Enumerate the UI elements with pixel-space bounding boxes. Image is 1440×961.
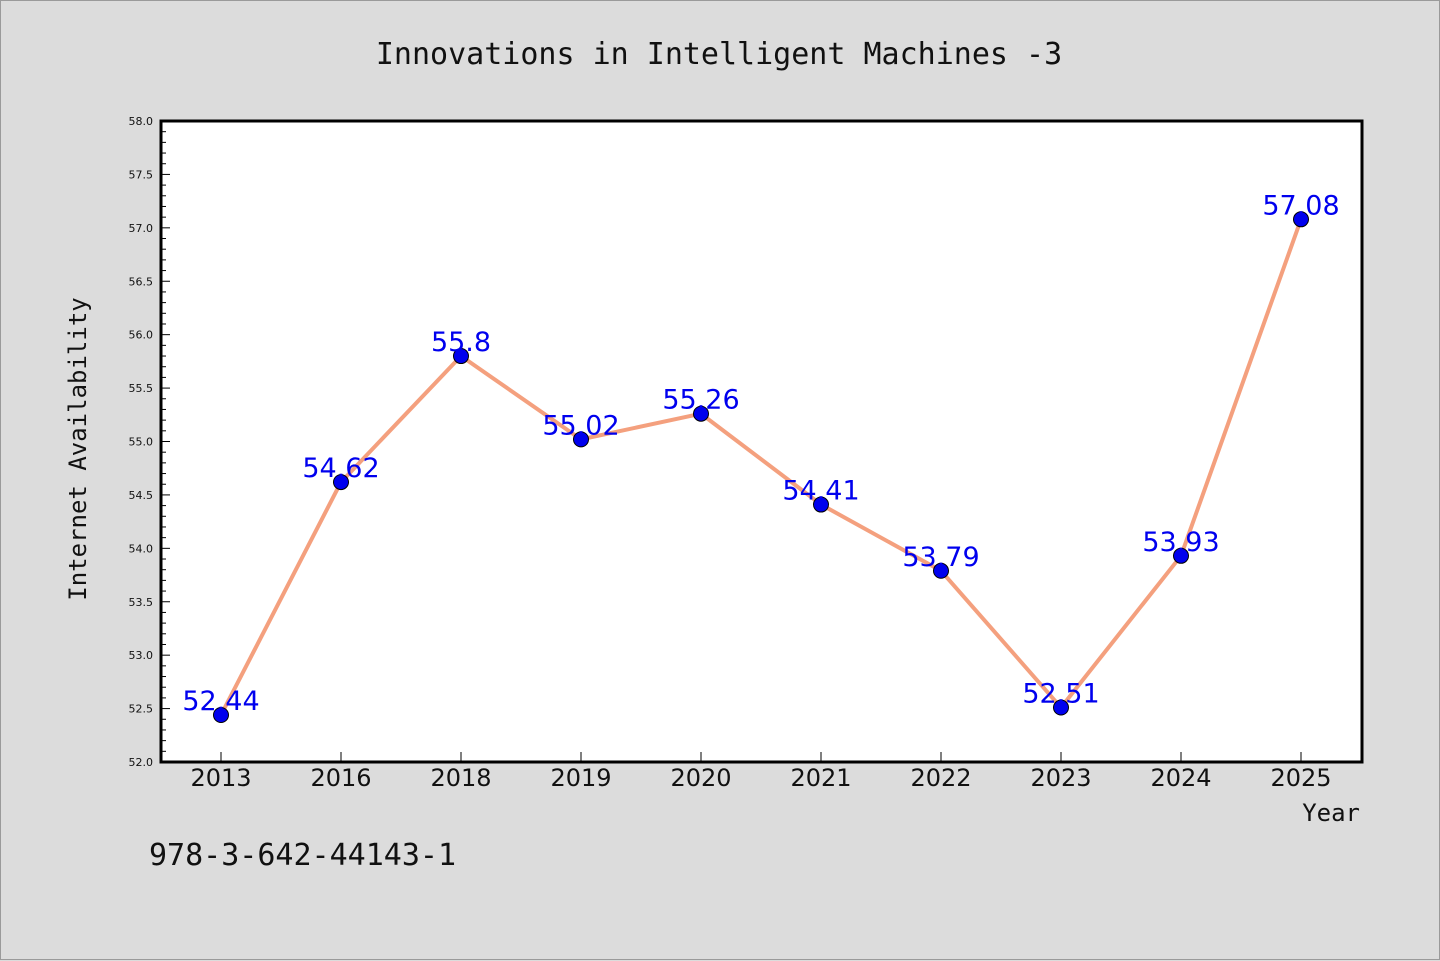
- y-axis-ticks: 52.0 52.5 53.0 53.5 54.0 54.5 55.0 55.5 56.0 56.5…: [129, 115, 170, 769]
- y-tick-label: 56.0: [129, 329, 154, 342]
- x-tick-label: 2016: [310, 764, 371, 792]
- data-point: [693, 405, 709, 422]
- x-axis-ticks: 2013 2016 2018 2019 2020 2021 2022 2023 2024 2025: [190, 752, 1332, 792]
- data-point: [213, 706, 229, 723]
- data-point: [813, 496, 829, 513]
- data-point: [453, 348, 469, 365]
- data-label: 57.08: [1262, 190, 1339, 221]
- y-tick-label: 53.5: [129, 596, 154, 609]
- y-tick-label: 55.0: [129, 436, 154, 449]
- plot-area: [161, 121, 1362, 762]
- x-tick-label: 2021: [790, 764, 851, 792]
- data-point: [573, 431, 589, 448]
- data-label: 54.62: [302, 453, 379, 484]
- x-axis-label: Year: [1302, 799, 1360, 827]
- y-tick-label: 53.0: [129, 649, 154, 662]
- y-tick-label: 52.0: [129, 756, 154, 769]
- data-point: [333, 474, 349, 491]
- footer-text: 978-3-642-44143-1: [149, 838, 456, 873]
- data-point: [1053, 699, 1069, 716]
- y-tick-label: 54.0: [129, 542, 154, 555]
- data-label: 53.93: [1142, 527, 1219, 558]
- x-tick-label: 2018: [430, 764, 491, 792]
- chart-title: Innovations in Intelligent Machines -3: [376, 37, 1062, 72]
- x-tick-label: 2023: [1030, 764, 1091, 792]
- y-tick-label: 56.5: [129, 275, 154, 288]
- data-label: 52.44: [182, 686, 259, 717]
- y-tick-label: 52.5: [129, 703, 154, 716]
- y-tick-label: 58.0: [129, 115, 154, 128]
- y-tick-label: 55.5: [129, 382, 154, 395]
- y-tick-label: 57.5: [129, 168, 154, 181]
- x-tick-label: 2022: [910, 764, 971, 792]
- y-axis-label: Internet Availability: [64, 297, 92, 600]
- x-tick-label: 2024: [1150, 764, 1211, 792]
- series-line: [219, 218, 1303, 716]
- y-tick-label: 57.0: [129, 222, 154, 235]
- data-point: [933, 562, 949, 579]
- plot-border: [159, 119, 1364, 764]
- x-tick-label: 2020: [670, 764, 731, 792]
- data-label: 55.02: [542, 410, 619, 441]
- data-label: 55.8: [431, 327, 491, 358]
- data-label: 53.79: [902, 542, 979, 573]
- data-label: 52.51: [1022, 679, 1099, 710]
- x-tick-label: 2025: [1270, 764, 1331, 792]
- data-label: 55.26: [662, 385, 739, 416]
- y-tick-label: 54.5: [129, 489, 154, 502]
- x-tick-label: 2019: [550, 764, 611, 792]
- data-point: [1293, 211, 1309, 228]
- data-label: 54.41: [782, 476, 859, 507]
- x-tick-label: 2013: [190, 764, 251, 792]
- series-group: 52.44 54.62 55.8 55.02 55.26 54.41 53.79 52.51 5…: [182, 190, 1340, 723]
- data-point: [1173, 547, 1189, 564]
